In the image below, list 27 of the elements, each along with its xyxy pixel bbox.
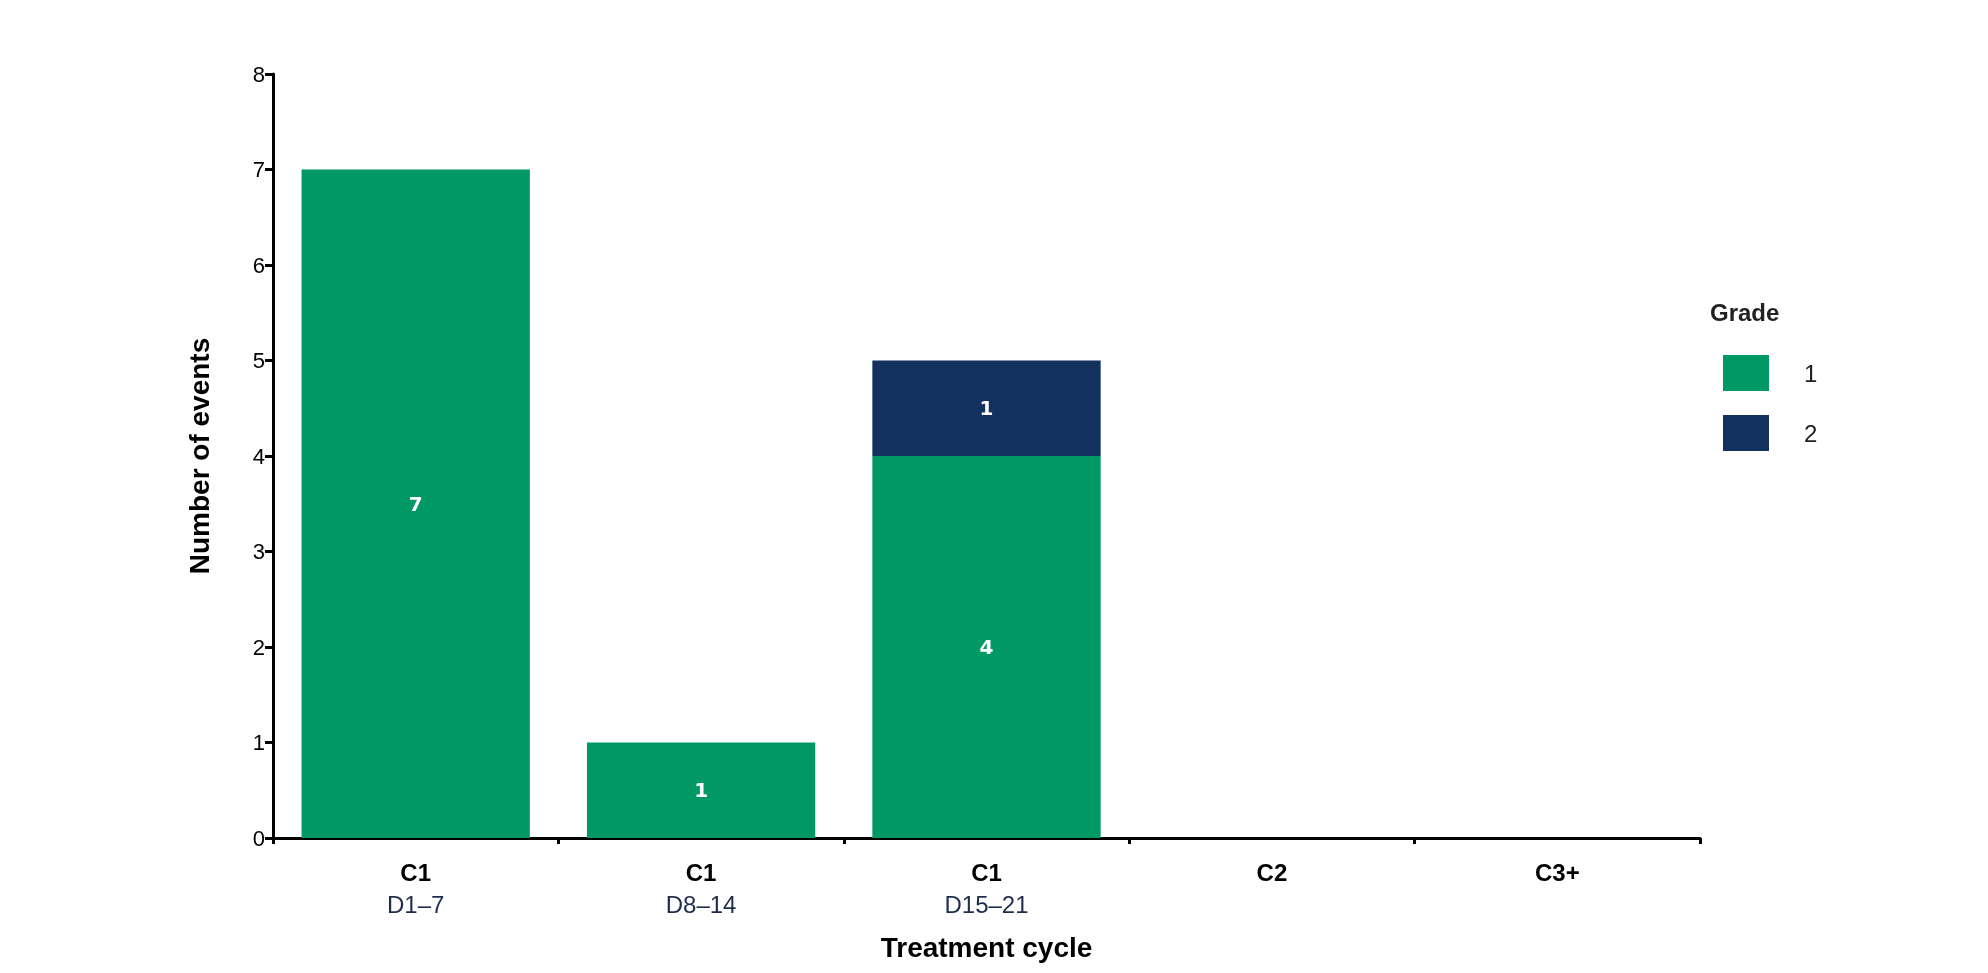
- bar: [586, 742, 816, 838]
- x-tick-label: C3+: [1534, 858, 1580, 886]
- y-tick-label: 1: [252, 730, 265, 755]
- y-tick-label: 3: [252, 539, 265, 564]
- x-tick-label: C1 D8–14: [665, 858, 737, 918]
- bar: [872, 360, 1101, 456]
- y-tick-label: 8: [252, 61, 265, 87]
- x-tick-label: C1 D1–7: [387, 858, 445, 918]
- data-label: 4: [979, 635, 994, 659]
- legend-label: 1: [1804, 359, 1818, 387]
- y-tick-label: 0: [252, 825, 265, 851]
- bar: [301, 169, 530, 838]
- y-tick-label: 2: [252, 634, 265, 660]
- bar: [872, 456, 1101, 838]
- x-tick-label: C2: [1256, 858, 1288, 886]
- legend-title: Grade: [1710, 298, 1780, 326]
- y-tick-label: 5: [252, 348, 265, 373]
- data-label: 1: [979, 396, 994, 421]
- legend-label: 2: [1804, 419, 1818, 447]
- data-label: 1: [694, 778, 709, 803]
- data-label: 7: [408, 491, 423, 516]
- y-axis-title: Number of events: [183, 337, 215, 575]
- y-tick-label: 7: [252, 157, 265, 182]
- y-tick-label: 6: [252, 252, 265, 278]
- y-tick-label: 4: [252, 443, 265, 469]
- x-axis-title: Treatment cycle: [880, 931, 1093, 963]
- x-tick-label: C1 D15–21: [944, 858, 1029, 918]
